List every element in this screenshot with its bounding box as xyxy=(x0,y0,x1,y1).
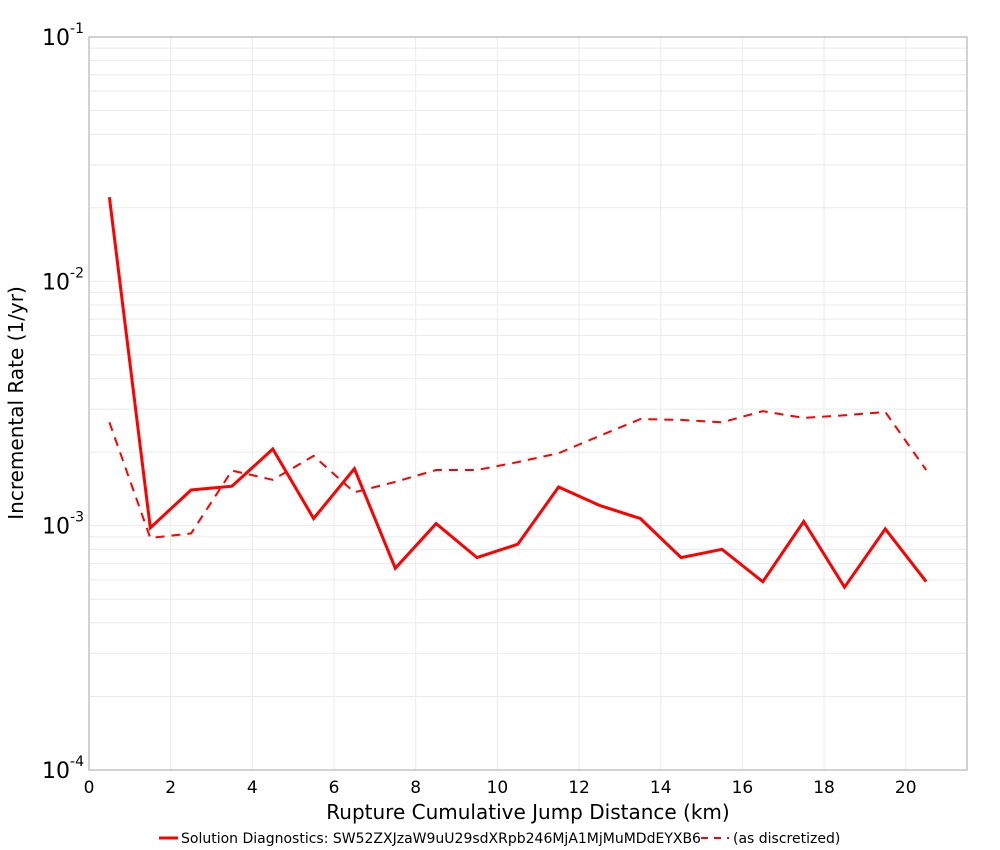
grid-lines xyxy=(89,37,967,770)
x-tick-label: 8 xyxy=(410,778,421,798)
plot-frame xyxy=(88,36,968,771)
plot-area xyxy=(89,37,967,770)
x-tick-label: 12 xyxy=(568,778,590,798)
y-tick-label: 10-1 xyxy=(42,21,84,51)
series-line-solution xyxy=(107,197,928,590)
y-tick-label: 10-3 xyxy=(42,510,84,540)
x-tick-label: 0 xyxy=(84,778,95,798)
x-tick-label: 16 xyxy=(732,778,754,798)
x-tick-label: 10 xyxy=(487,778,509,798)
y-tick-label: 10-2 xyxy=(42,265,84,295)
y-tick-label: 10-4 xyxy=(42,754,84,784)
series-lines xyxy=(107,197,928,590)
x-tick-label: 4 xyxy=(247,778,258,798)
x-tick-label: 14 xyxy=(650,778,672,798)
x-tick-label: 6 xyxy=(329,778,340,798)
y-axis-title: Incremental Rate (1/yr) xyxy=(4,286,28,519)
legend-label-discretized: (as discretized) xyxy=(733,831,840,847)
x-tick-label: 2 xyxy=(165,778,176,798)
legend-label-solution: Solution Diagnostics: SW52ZXJzaW9uU29sdX… xyxy=(181,831,701,847)
x-axis-ticks: 0 2 4 6 8 10 12 14 16 18 20 xyxy=(84,778,917,798)
series-line-discretized xyxy=(108,410,928,540)
y-axis-ticks: 10-1 10-2 10-3 10-4 xyxy=(42,21,84,784)
x-tick-label: 18 xyxy=(813,778,835,798)
x-tick-label: 20 xyxy=(895,778,917,798)
x-axis-title: Rupture Cumulative Jump Distance (km) xyxy=(326,800,729,824)
legend: Solution Diagnostics: SW52ZXJzaW9uU29sdX… xyxy=(159,831,840,847)
